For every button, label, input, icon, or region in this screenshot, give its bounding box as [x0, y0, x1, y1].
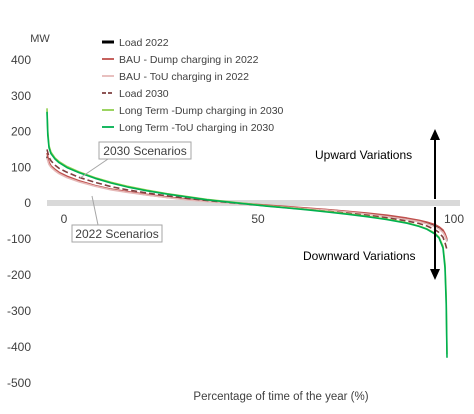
x-tick-label-2: 100	[444, 212, 464, 226]
legend-entry-5: Long Term -ToU charging in 2030	[119, 122, 274, 134]
upward-arrow-head	[430, 129, 440, 140]
y-tick-label-3: 100	[11, 160, 31, 174]
scenario-2022-label: 2022 Scenarios	[75, 227, 158, 241]
y-tick-label-9: -500	[7, 376, 31, 390]
series-line-5	[46, 111, 448, 358]
series-layer	[46, 108, 448, 358]
downward-variations-label: Downward Variations	[303, 249, 416, 263]
legend-entry-0: Load 2022	[119, 37, 169, 49]
scenario-2022-leader	[91, 195, 99, 226]
x-tick-label-1: 50	[251, 212, 265, 226]
y-tick-label-6: -200	[7, 268, 31, 282]
scenario-2030-box	[98, 141, 192, 160]
y-axis: 400 300 200 100 0 -100 -200 -300 -400 -500	[7, 53, 31, 390]
y-axis-label: MW	[30, 33, 50, 45]
legend-entry-2: BAU - ToU charging in 2022	[119, 71, 249, 83]
y-tick-label-2: 200	[11, 125, 31, 139]
y-tick-label-7: -300	[7, 304, 31, 318]
y-tick-label-4: 0	[24, 196, 31, 210]
legend-entry-1: BAU - Dump charging in 2022	[119, 54, 259, 66]
scenario-2030-label: 2030 Scenarios	[103, 144, 186, 158]
downward-arrow-head	[430, 269, 440, 280]
y-tick-label-5: -100	[7, 232, 31, 246]
y-tick-label-8: -400	[7, 340, 31, 354]
series-line-3	[46, 149, 448, 251]
legend-entry-4: Long Term -Dump charging in 2030	[119, 105, 284, 117]
scenario-2030-leader	[79, 158, 109, 179]
x-axis-label: Percentage of time of the year (%)	[193, 391, 368, 403]
legend: Load 2022 BAU - Dump charging in 2022 BAU …	[102, 37, 284, 134]
scenario-2022-callout: 2022 Scenarios	[71, 195, 163, 243]
variation-arrows	[430, 129, 440, 280]
x-axis: 0 50 100	[61, 212, 465, 226]
zero-line	[47, 200, 460, 206]
y-tick-label-1: 300	[11, 89, 31, 103]
scenario-2022-box	[71, 224, 163, 243]
legend-entry-3: Load 2030	[119, 88, 169, 100]
upward-variations-label: Upward Variations	[315, 148, 412, 162]
scenario-2030-callout: 2030 Scenarios	[79, 141, 192, 179]
x-tick-label-0: 0	[61, 212, 68, 226]
zero-band-layer	[47, 200, 460, 206]
y-tick-label-0: 400	[11, 53, 31, 67]
